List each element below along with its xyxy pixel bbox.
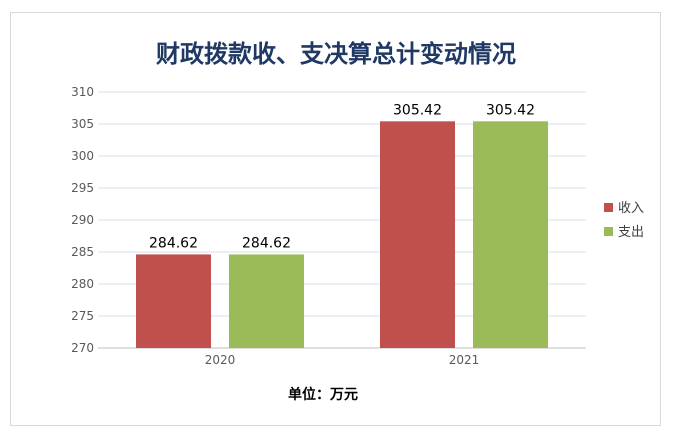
y-tick-label: 310 [71,85,94,99]
y-axis-ticks: 270 275 280 285 290 295 300 305 310 [71,85,94,355]
unit-note: 单位：万元 [288,386,358,403]
data-label: 284.62 [242,235,291,251]
data-label: 305.42 [393,102,442,118]
legend-swatch [604,203,613,212]
y-tick-label: 295 [71,181,94,195]
chart-frame [10,12,661,426]
y-tick-label: 280 [71,277,94,291]
y-tick-label: 300 [71,149,94,163]
x-tick-label: 2020 [205,353,236,367]
legend-swatch [604,227,613,236]
bar-income-2020 [136,254,211,348]
bar-expense-2020 [229,254,304,348]
data-label: 305.42 [486,102,535,118]
bar-expense-2021 [473,121,548,348]
chart-title: 财政拨款收、支决算总计变动情况 [156,40,516,68]
y-tick-label: 290 [71,213,94,227]
legend-label: 支出 [618,225,644,240]
y-tick-label: 285 [71,245,94,259]
bars [136,121,548,348]
y-tick-label: 275 [71,309,94,323]
bar-income-2021 [380,121,455,348]
x-tick-label: 2021 [449,353,480,367]
legend-label: 收入 [618,201,644,216]
data-labels: 284.62 284.62 305.42 305.42 [149,102,535,251]
x-axis-ticks: 2020 2021 [205,353,480,367]
y-tick-label: 305 [71,117,94,131]
y-tick-label: 270 [71,341,94,355]
data-label: 284.62 [149,235,198,251]
